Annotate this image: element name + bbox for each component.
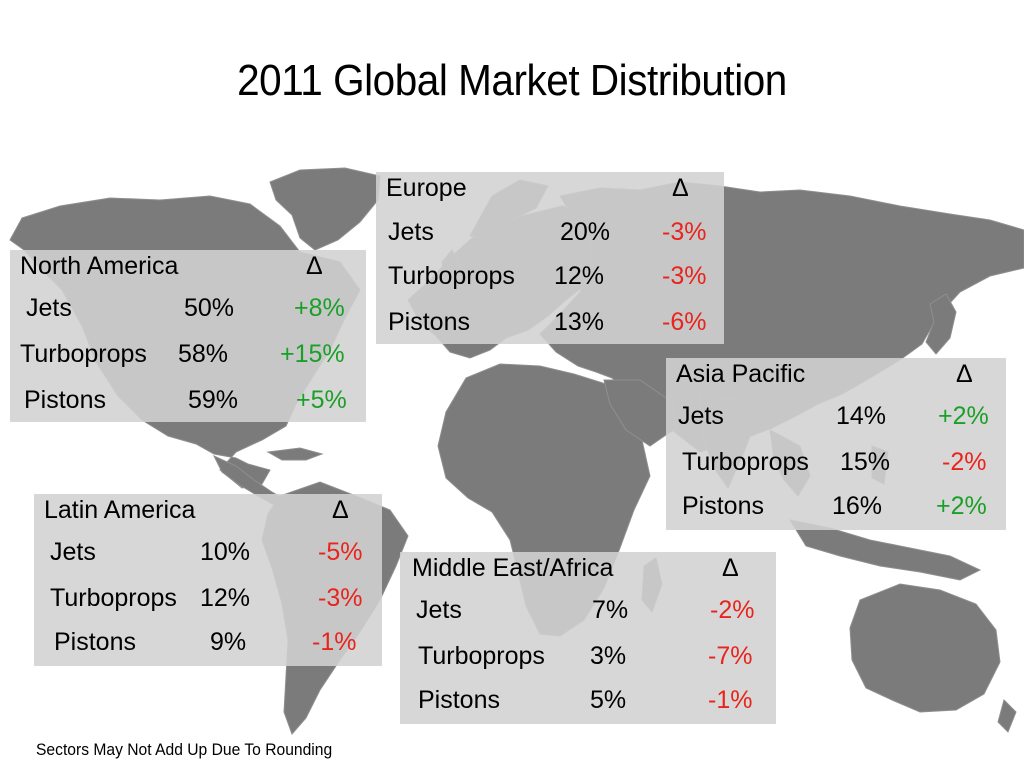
row-share: 7% (592, 596, 629, 624)
greenland-shape (269, 167, 381, 251)
table-row: Turboprops 12% -3% (34, 586, 382, 614)
row-change: -1% (312, 628, 357, 656)
australia-shape (849, 583, 1001, 713)
row-share: 59% (188, 386, 239, 414)
row-label: Turboprops (50, 584, 177, 612)
delta-header: Δ (722, 554, 739, 582)
row-change: -2% (942, 448, 987, 476)
caribbean-shape (266, 447, 324, 461)
region-name: North America (20, 252, 179, 280)
table-row: Jets 14% +2% (666, 404, 1006, 432)
row-label: Jets (416, 596, 462, 624)
region-name: Middle East/Africa (412, 554, 614, 582)
row-share: 5% (590, 686, 627, 714)
row-change: -3% (662, 218, 707, 246)
row-label: Pistons (418, 686, 500, 714)
table-row: Jets 20% -3% (376, 220, 724, 248)
arabia-shape (603, 379, 677, 447)
table-row: Pistons 16% +2% (666, 494, 1006, 522)
footnote: Sectors May Not Add Up Due To Rounding (36, 740, 333, 759)
new-zealand-shape (997, 699, 1017, 733)
table-row: Jets 10% -5% (34, 540, 382, 568)
row-label: Jets (26, 294, 72, 322)
table-row: Pistons 59% +5% (10, 388, 366, 416)
table-row: Pistons 9% -1% (34, 630, 382, 658)
region-box-europe: Europe Δ Jets 20% -3% Turboprops 12% -3%… (376, 172, 724, 344)
table-row: Pistons 5% -1% (400, 688, 776, 716)
table-row: Turboprops 15% -2% (666, 450, 1006, 478)
row-change: -2% (710, 596, 755, 624)
table-row: Turboprops 12% -3% (376, 264, 724, 292)
row-label: Turboprops (388, 262, 515, 290)
delta-header: Δ (956, 360, 973, 388)
row-change: +8% (294, 294, 345, 322)
row-label: Jets (388, 218, 434, 246)
row-share: 16% (832, 492, 883, 520)
row-label: Jets (678, 402, 724, 430)
row-change: -1% (708, 686, 753, 714)
row-share: 15% (840, 448, 891, 476)
row-change: -3% (318, 584, 363, 612)
row-share: 20% (560, 218, 611, 246)
row-change: -3% (662, 262, 707, 290)
region-box-latin-america: Latin America Δ Jets 10% -5% Turboprops … (34, 494, 382, 666)
row-share: 50% (184, 294, 235, 322)
row-share: 12% (554, 262, 605, 290)
delta-header: Δ (306, 252, 323, 280)
row-label: Turboprops (418, 642, 545, 670)
row-share: 9% (210, 628, 247, 656)
row-label: Pistons (24, 386, 106, 414)
table-row: Jets 7% -2% (400, 598, 776, 626)
row-change: +5% (296, 386, 347, 414)
delta-header: Δ (672, 174, 689, 202)
region-name: Latin America (44, 496, 196, 524)
row-share: 10% (200, 538, 251, 566)
row-label: Pistons (682, 492, 764, 520)
row-change: +15% (280, 340, 345, 368)
region-box-middle-east-africa: Middle East/Africa Δ Jets 7% -2% Turbopr… (400, 552, 776, 724)
table-row: Pistons 13% -6% (376, 310, 724, 338)
table-row: Jets 50% +8% (10, 296, 366, 324)
row-share: 13% (554, 308, 605, 336)
region-name: Europe (386, 174, 467, 202)
row-label: Jets (50, 538, 96, 566)
region-box-north-america: North America Δ Jets 50% +8% Turboprops … (10, 250, 366, 422)
delta-header: Δ (332, 496, 349, 524)
region-name: Asia Pacific (676, 360, 806, 388)
row-change: -7% (708, 642, 753, 670)
row-share: 14% (836, 402, 887, 430)
row-label: Pistons (388, 308, 470, 336)
row-change: -6% (662, 308, 707, 336)
row-change: +2% (936, 492, 987, 520)
row-label: Turboprops (20, 340, 147, 368)
page-title: 2011 Global Market Distribution (237, 56, 787, 105)
row-change: -5% (318, 538, 363, 566)
row-change: +2% (938, 402, 989, 430)
table-row: Turboprops 3% -7% (400, 644, 776, 672)
table-row: Turboprops 58% +15% (10, 342, 366, 370)
row-share: 58% (178, 340, 229, 368)
row-share: 3% (590, 642, 627, 670)
row-label: Turboprops (682, 448, 809, 476)
indonesia-shape (788, 519, 982, 581)
row-label: Pistons (54, 628, 136, 656)
row-share: 12% (200, 584, 251, 612)
japan-shape (925, 293, 957, 355)
region-box-asia-pacific: Asia Pacific Δ Jets 14% +2% Turboprops 1… (666, 358, 1006, 530)
